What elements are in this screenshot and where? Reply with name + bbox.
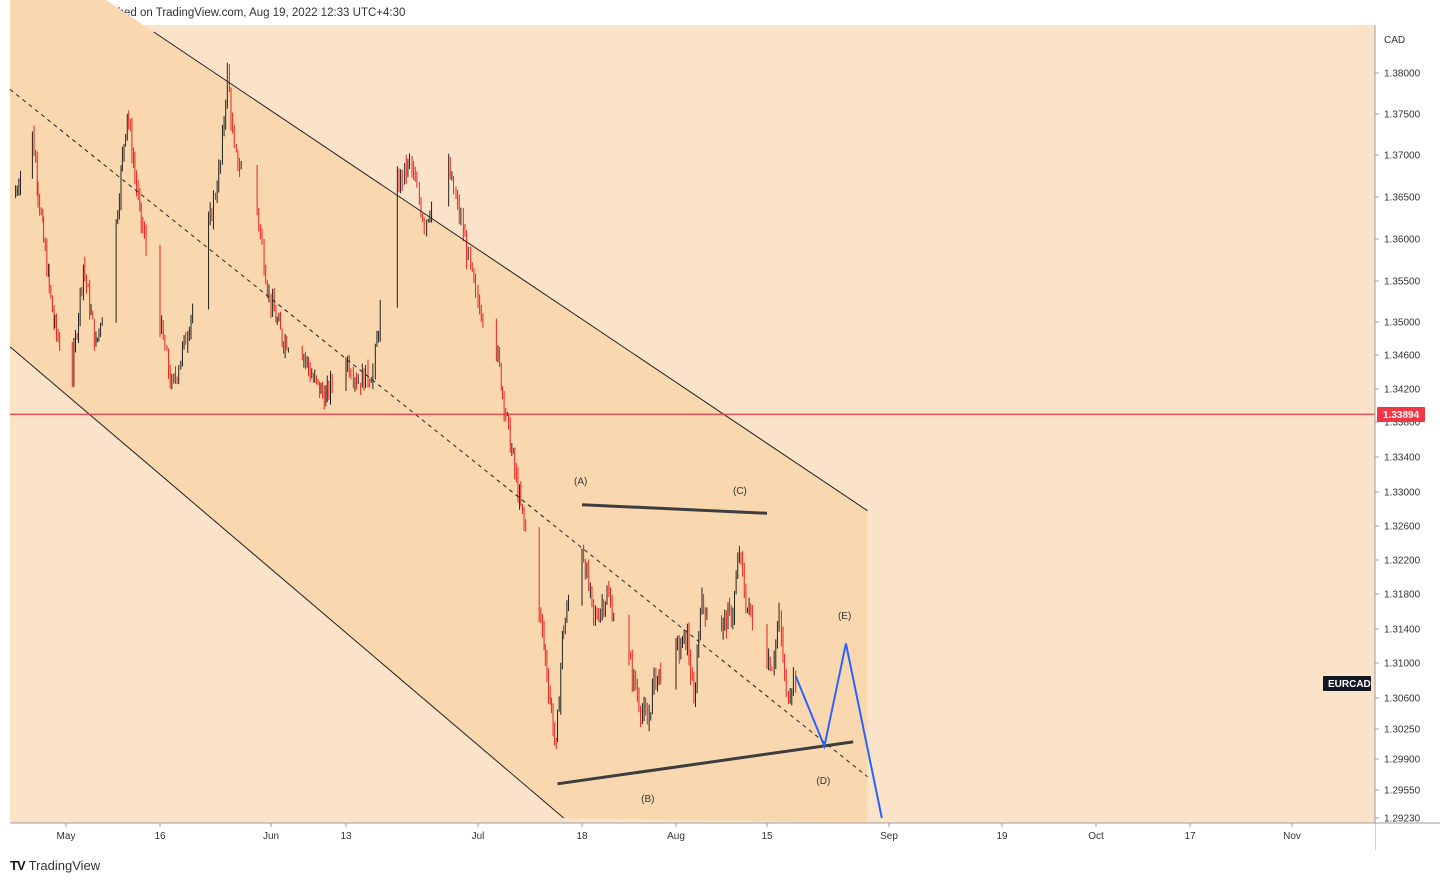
footer-brand[interactable]: TV TradingView [10, 858, 100, 873]
currency-label: CAD [1384, 35, 1405, 46]
price-axis[interactable] [1375, 25, 1440, 823]
y-tick-label: 1.29900 [1384, 755, 1421, 766]
x-tick-label: Sep [880, 831, 898, 842]
channel-lower-line [9, 346, 564, 819]
y-tick-label: 1.35500 [1384, 277, 1421, 288]
y-tick-label: 1.30250 [1384, 725, 1421, 736]
x-tick-label: 17 [1184, 831, 1196, 842]
y-tick-label: 1.31400 [1384, 625, 1421, 636]
x-tick-label: 13 [340, 831, 352, 842]
y-tick-label: 1.34600 [1384, 351, 1421, 362]
y-tick-label: 1.37000 [1384, 151, 1421, 162]
y-tick-label: 1.36000 [1384, 235, 1421, 246]
x-tick-label: Aug [667, 831, 685, 842]
x-tick-label: 18 [576, 831, 588, 842]
y-tick-label: 1.33000 [1384, 488, 1421, 499]
y-tick-label: 1.34200 [1384, 385, 1421, 396]
channel-middle-line [9, 89, 868, 778]
wave-label-d: (D) [816, 776, 830, 787]
tradingview-logo-icon: TV [10, 858, 26, 873]
time-axis[interactable] [10, 823, 1375, 850]
y-tick-label: 1.36500 [1384, 193, 1421, 204]
y-tick-label: 1.32200 [1384, 556, 1421, 567]
triangle-top-line [581, 503, 768, 515]
y-tick-label: 1.30600 [1384, 694, 1421, 705]
projection-path [794, 643, 883, 819]
x-tick-label: Nov [1283, 831, 1301, 842]
y-tick-label: 1.33400 [1384, 453, 1421, 464]
y-tick-label: 1.35000 [1384, 318, 1421, 329]
y-tick-label: 1.37500 [1384, 110, 1421, 121]
current-price-badge: 1.33894 [1377, 407, 1425, 422]
wave-label-c: (C) [733, 486, 747, 497]
wave-label-a: (A) [574, 477, 587, 488]
x-tick-label: Oct [1088, 831, 1104, 842]
y-tick-label: 1.33800 [1384, 418, 1421, 429]
channel-upper-line [153, 31, 868, 512]
triangle-bottom-line [557, 740, 854, 786]
x-tick-label: Jul [472, 831, 485, 842]
x-tick-label: May [57, 831, 76, 842]
x-tick-label: 19 [996, 831, 1008, 842]
current-price-label: 1.33894 [1383, 410, 1420, 421]
y-tick-label: 1.29230 [1384, 814, 1421, 825]
x-tick-label: Jun [263, 831, 279, 842]
y-tick-label: 1.31800 [1384, 590, 1421, 601]
wave-labels: (A) (B) (C) (D) (E) [574, 477, 851, 805]
symbol-label: EURCAD [1328, 679, 1371, 690]
x-axis-ticks: May 16 Jun 13 Jul 18 Aug 15 Sep 19 Oct 17 Nov [57, 823, 1301, 842]
y-tick-label: 1.29550 [1384, 786, 1421, 797]
y-tick-label: 1.32600 [1384, 522, 1421, 533]
wave-label-b: (B) [641, 794, 654, 805]
x-tick-label: 16 [154, 831, 166, 842]
symbol-badge: EURCAD [1323, 676, 1371, 691]
wave-label-e: (E) [838, 611, 851, 622]
y-axis-ticks: 1.38000 1.37500 1.37000 1.36500 1.36000 1.355… [1375, 69, 1421, 825]
y-tick-label: 1.38000 [1384, 69, 1421, 80]
x-tick-label: 15 [761, 831, 773, 842]
channel-area [10, 0, 868, 823]
y-tick-label: 1.31000 [1384, 659, 1421, 670]
brand-name: TradingView [28, 858, 101, 873]
